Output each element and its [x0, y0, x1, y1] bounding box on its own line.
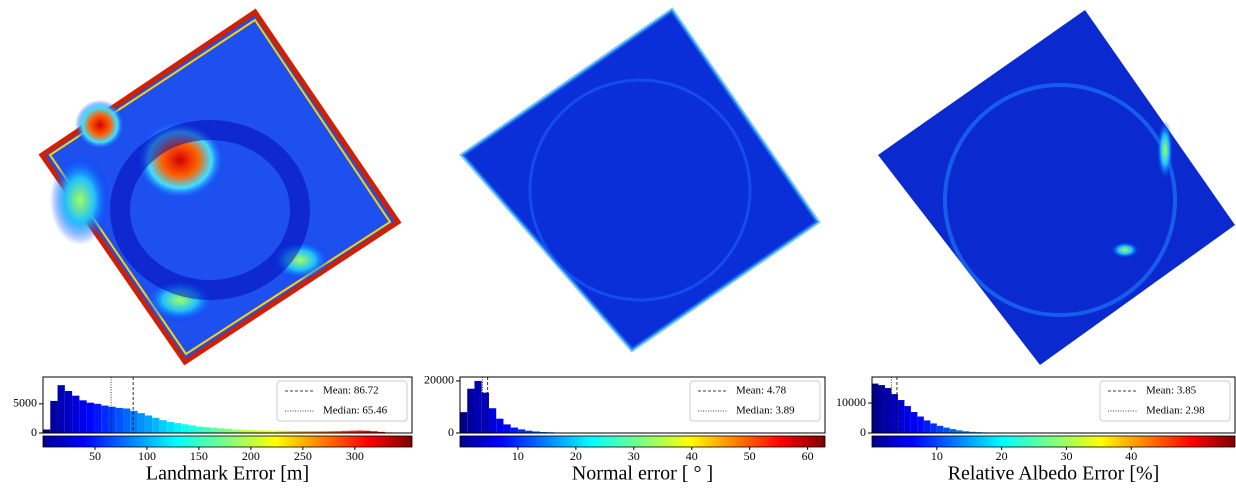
albedo-map: [878, 10, 1235, 365]
bar: [196, 427, 203, 433]
bar: [152, 418, 159, 433]
bar: [72, 396, 79, 433]
colorbar-tick-label: 30: [628, 449, 640, 463]
bar: [924, 420, 930, 433]
bar: [232, 430, 239, 434]
bar: [50, 401, 57, 433]
bar: [511, 428, 518, 433]
bar: [167, 422, 174, 433]
y-tick-label: 10000: [836, 395, 866, 409]
colorbar-tick-label: 40: [1125, 449, 1137, 463]
legend-label: Mean: 86.72: [323, 385, 379, 397]
bar: [911, 412, 917, 433]
bar: [950, 429, 956, 433]
figure: 05000Mean: 86.72Median: 65.4650100150200…: [0, 0, 1236, 490]
colorbar-tick-label: 300: [346, 449, 364, 463]
colorbar-tick-label: 10: [931, 449, 943, 463]
legend-label: Median: 65.46: [323, 405, 388, 417]
y-tick-label: 0: [31, 425, 37, 439]
bar: [181, 424, 188, 433]
bar: [225, 429, 232, 433]
y-tick-label: 0: [860, 425, 866, 439]
bar: [460, 412, 467, 433]
bar: [218, 428, 225, 433]
colorbar-tick-label: 200: [242, 449, 260, 463]
colorbar-tick-label: 60: [802, 449, 814, 463]
colorbar-tick-label: 50: [744, 449, 756, 463]
bar: [94, 404, 101, 433]
colorbar-tick-label: 10: [512, 449, 524, 463]
legend-label: Median: 3.89: [736, 405, 795, 417]
bar: [474, 381, 481, 433]
colorbar: [872, 436, 1235, 447]
colorbar: [43, 436, 412, 447]
bar: [503, 424, 510, 433]
bar: [159, 420, 166, 433]
bar: [904, 406, 910, 433]
bar: [943, 428, 949, 433]
bar: [930, 423, 936, 433]
x-axis-label: Relative Albedo Error [%]: [948, 463, 1160, 485]
bar: [58, 385, 65, 433]
bar: [518, 429, 525, 433]
colorbar-tick-label: 40: [686, 449, 698, 463]
colorbar-tick-label: 20: [996, 449, 1008, 463]
colorbar: [460, 436, 825, 447]
bar: [79, 400, 86, 433]
bar: [130, 411, 137, 433]
colorbar-tick-label: 30: [1060, 449, 1072, 463]
colorbar-tick-label: 20: [570, 449, 582, 463]
y-tick-label: 5000: [13, 396, 37, 410]
bar: [43, 430, 50, 434]
legend-label: Mean: 3.85: [1146, 385, 1197, 397]
bar: [189, 425, 196, 433]
legend-label: Median: 2.98: [1146, 405, 1205, 417]
bar: [878, 385, 884, 433]
bar: [872, 384, 878, 433]
bar: [917, 417, 923, 433]
landmark-map: [42, 12, 398, 362]
bar: [937, 426, 943, 433]
bar: [108, 407, 115, 433]
bar: [87, 403, 94, 433]
x-axis-label: Landmark Error [m]: [146, 463, 309, 485]
bar: [203, 427, 210, 433]
bar: [885, 388, 891, 433]
colorbar-tick-label: 150: [190, 449, 208, 463]
bar: [174, 423, 181, 433]
bar: [145, 416, 152, 434]
colorbar-tick-label: 250: [294, 449, 312, 463]
colorbar-tick-label: 100: [138, 449, 156, 463]
page: 05000Mean: 86.72Median: 65.4650100150200…: [0, 0, 1236, 490]
bar: [898, 400, 904, 433]
bar: [116, 408, 123, 433]
bar: [65, 391, 72, 433]
x-axis-label: Normal error [ ° ]: [572, 463, 713, 485]
legend-label: Mean: 4.78: [736, 385, 787, 397]
normal-map: [462, 10, 818, 350]
bar: [489, 408, 496, 433]
y-tick-label: 0: [448, 425, 454, 439]
y-tick-label: 20000: [424, 373, 454, 387]
bar: [101, 406, 108, 433]
colorbar-tick-label: 50: [89, 449, 101, 463]
bar: [138, 413, 145, 433]
bar: [496, 419, 503, 433]
bar: [467, 389, 474, 433]
bar: [123, 409, 130, 434]
bar: [210, 428, 217, 433]
